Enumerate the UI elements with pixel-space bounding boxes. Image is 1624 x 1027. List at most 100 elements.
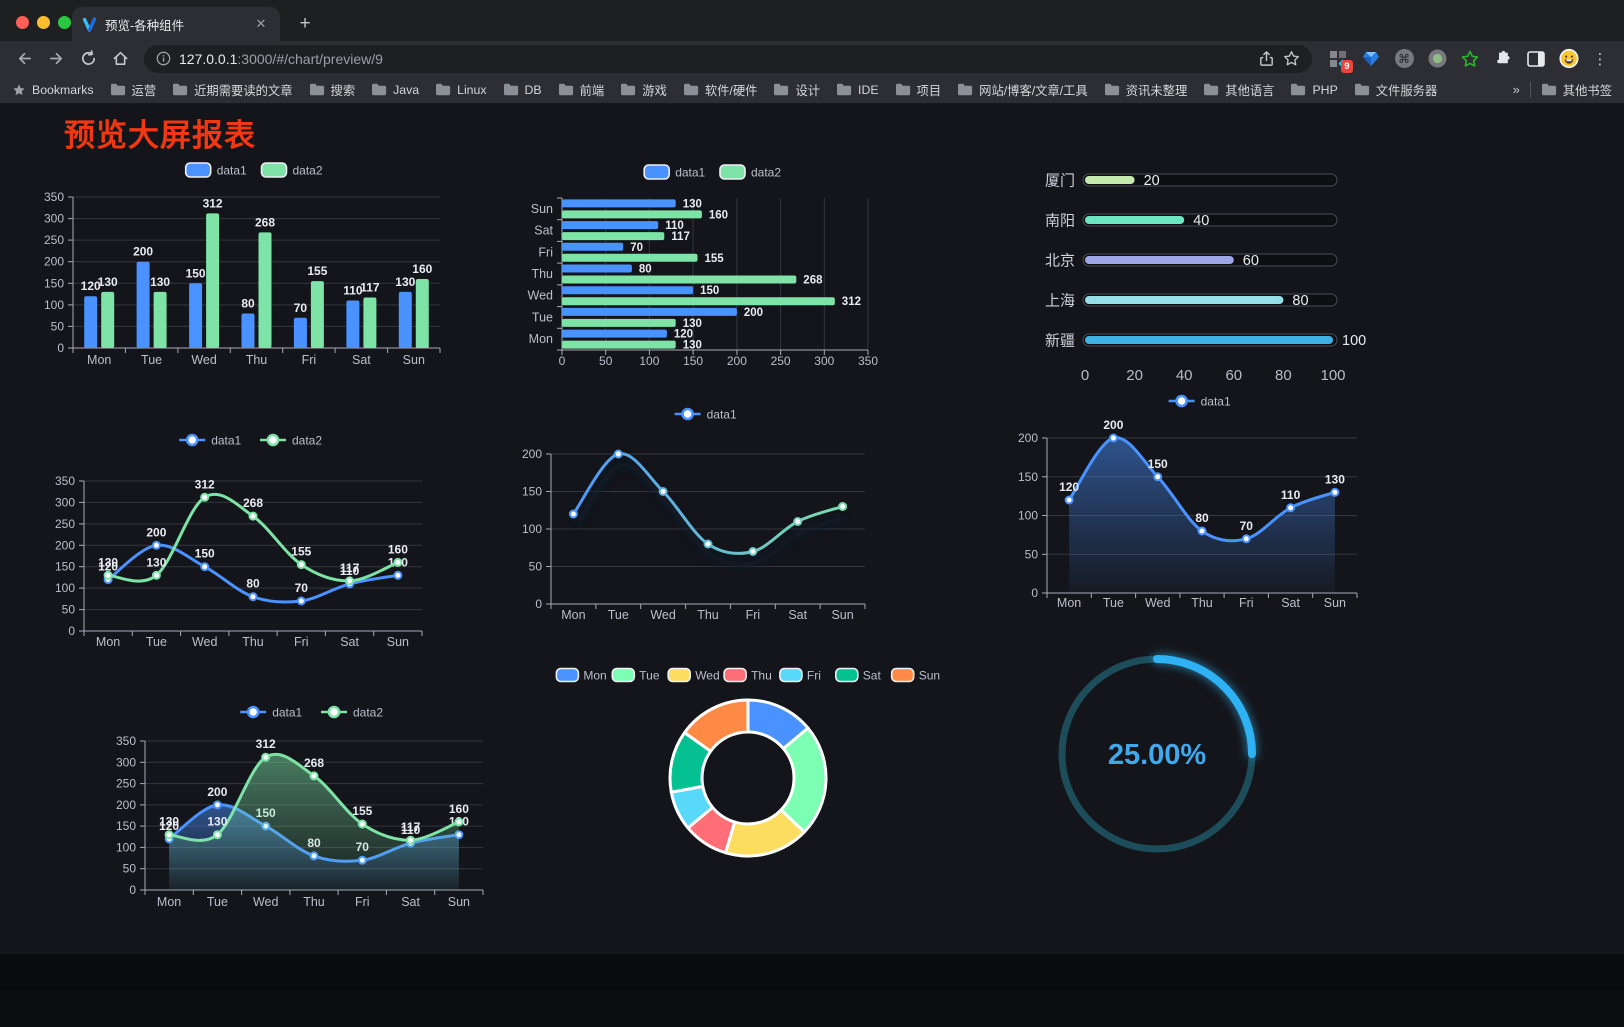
tab-strip: 预览-各种组件 ✕ + — [0, 0, 1624, 41]
minimize-window-button[interactable] — [37, 16, 50, 29]
bookmark-folder[interactable]: 其他语言 — [1203, 81, 1274, 99]
bookmark-folder[interactable]: 软件/硬件 — [683, 81, 758, 99]
extension-record-icon[interactable] — [1427, 49, 1447, 69]
legend-item-Sun[interactable]: Sun — [890, 667, 940, 683]
extension-command-icon[interactable]: ⌘ — [1394, 49, 1414, 69]
legend-item-data1[interactable]: data1 — [674, 407, 737, 421]
svg-text:Wed: Wed — [253, 895, 279, 909]
progress-row-上海[interactable]: 上海 80 — [1045, 293, 1338, 310]
page-info-icon[interactable] — [156, 51, 171, 66]
bookmark-star-icon[interactable] — [1283, 50, 1300, 67]
folder-icon — [503, 83, 518, 96]
share-icon[interactable] — [1258, 50, 1275, 67]
legend-item-data2[interactable]: data2 — [260, 433, 322, 447]
chart-line-area-two[interactable]: 0 50 100 150 200 250 300 350 Mon Tue Wed Thu Fri Sat S… — [100, 700, 495, 918]
forward-button[interactable] — [42, 45, 70, 73]
extension-grid-icon[interactable]: 9 — [1328, 49, 1353, 73]
bookmarks-root[interactable]: Bookmarks — [12, 83, 94, 97]
bookmark-folder[interactable]: 运营 — [110, 81, 156, 99]
bookmark-folder[interactable]: PHP — [1290, 83, 1338, 97]
svg-text:60: 60 — [1243, 253, 1259, 269]
svg-text:160: 160 — [388, 542, 408, 556]
new-tab-button[interactable]: + — [299, 13, 311, 34]
home-button[interactable] — [106, 45, 134, 73]
legend-item-Thu[interactable]: Thu — [723, 667, 772, 683]
svg-text:155: 155 — [307, 264, 327, 278]
bottom-strip — [0, 954, 1624, 990]
extension-gem-icon[interactable] — [1361, 49, 1381, 69]
chart-line-area-single[interactable]: 0 50 100 150 200 Mon Tue Wed Thu Fri Sat Sun 120 200 1… — [985, 387, 1375, 619]
progress-row-厦门[interactable]: 厦门 20 — [1045, 173, 1338, 190]
chart-line-two-series[interactable]: 0 50 100 150 200 250 300 350 Mon Tue Wed Thu Fri Sat S… — [44, 424, 434, 659]
bookmark-folder[interactable]: 搜索 — [309, 81, 356, 99]
sidebar-toggle-icon[interactable] — [1526, 49, 1546, 69]
bookmark-folder-label: 搜索 — [330, 83, 356, 98]
svg-text:Mon: Mon — [157, 895, 181, 909]
svg-text:100: 100 — [44, 298, 64, 312]
zoom-window-button[interactable] — [58, 16, 71, 29]
bookmark-folder[interactable]: DB — [503, 83, 542, 97]
reload-button[interactable] — [74, 45, 102, 73]
extension-star-icon[interactable] — [1460, 49, 1480, 69]
legend-item-data2[interactable]: data2 — [719, 164, 781, 180]
svg-text:117: 117 — [671, 231, 690, 243]
legend-item-Fri[interactable]: Fri — [779, 667, 821, 683]
legend-item-data2[interactable]: data2 — [260, 162, 323, 178]
folder-icon — [372, 83, 387, 96]
bookmark-folder[interactable]: IDE — [836, 83, 879, 97]
bookmark-folder[interactable]: 网站/博客/文章/工具 — [957, 81, 1088, 99]
legend-item-data1[interactable]: data1 — [179, 433, 242, 447]
profile-avatar[interactable] — [1559, 48, 1579, 69]
tab-close-icon[interactable]: ✕ — [255, 16, 267, 31]
close-window-button[interactable] — [16, 16, 29, 29]
pie-slice-Sun[interactable] — [683, 698, 750, 753]
chart-bar-grouped-horizontal[interactable]: data1 data2 0 50 100 150 200 250 300 350 Mon Tue Wed… — [505, 152, 885, 377]
chart-donut[interactable]: Mon Tue Wed Thu Fri Sat Sun — [555, 636, 941, 886]
bookmark-folder-label: 设计 — [795, 83, 821, 98]
bookmark-folder[interactable]: 资讯未整理 — [1104, 81, 1187, 99]
progress-row-新疆[interactable]: 新疆 100 — [1045, 333, 1366, 350]
legend-item-data1[interactable]: data1 — [1168, 394, 1231, 408]
legend-item-Sat[interactable]: Sat — [834, 667, 882, 683]
legend-item-data1[interactable]: data1 — [643, 164, 706, 180]
bookmark-folder[interactable]: 项目 — [895, 81, 941, 99]
back-button[interactable] — [10, 45, 38, 73]
address-bar[interactable]: 127.0.0.1:3000/#/chart/preview/9 — [144, 44, 1312, 73]
bookmark-folder[interactable]: 游戏 — [620, 81, 667, 99]
bookmark-folder[interactable]: 前端 — [558, 81, 604, 99]
legend-item-data1[interactable]: data1 — [240, 705, 303, 719]
bookmark-folder[interactable]: 文件服务器 — [1354, 81, 1437, 99]
legend-item-Wed[interactable]: Wed — [667, 667, 720, 683]
svg-text:155: 155 — [291, 545, 311, 559]
svg-text:Sun: Sun — [919, 668, 940, 682]
browser-menu-button[interactable]: ⋮ — [1592, 50, 1608, 68]
svg-text:data2: data2 — [293, 163, 323, 177]
url-text[interactable]: 127.0.0.1:3000/#/chart/preview/9 — [179, 51, 383, 67]
legend-item-data1[interactable]: data1 — [184, 162, 247, 178]
svg-text:50: 50 — [599, 354, 613, 368]
chart-gauge[interactable]: 25.00% — [1040, 635, 1275, 877]
chart-bar-grouped-vertical[interactable]: data1 data2 0 50 100 150 200 250 300 350 Mon Tue Wed… — [40, 150, 460, 375]
other-bookmarks-folder[interactable]: 其他书签 — [1541, 81, 1612, 99]
chart-progress-bars[interactable]: 厦门 20 南阳 40 北京 60 上海 80 新疆 100 0 20 40 60 80 100 — [985, 156, 1371, 394]
bookmark-folder[interactable]: 设计 — [773, 81, 820, 99]
browser-tab[interactable]: 预览-各种组件 ✕ — [72, 7, 280, 41]
bookmark-folder[interactable]: Linux — [435, 83, 487, 97]
progress-row-北京[interactable]: 北京 60 — [1045, 253, 1338, 270]
svg-text:Sun: Sun — [831, 608, 853, 622]
bookmarks-overflow-button[interactable]: » — [1512, 82, 1520, 97]
svg-text:80: 80 — [1195, 511, 1209, 525]
svg-text:268: 268 — [803, 275, 823, 287]
legend-item-data2[interactable]: data2 — [321, 705, 383, 719]
svg-text:Sun: Sun — [403, 353, 425, 367]
svg-text:50: 50 — [1025, 547, 1039, 561]
legend-item-Mon[interactable]: Mon — [555, 667, 607, 683]
bookmark-folder[interactable]: 近期需要读的文章 — [172, 81, 293, 99]
chart-line-gradient[interactable]: 0 50 100 150 200 Mon Tue Wed Thu Fri Sat Sun data1 — [503, 400, 873, 632]
svg-text:Thu: Thu — [697, 608, 719, 622]
extensions-puzzle-icon[interactable] — [1493, 49, 1513, 69]
bookmark-folder-label: 软件/硬件 — [704, 83, 758, 98]
bookmark-folder[interactable]: Java — [371, 83, 419, 97]
legend-item-Tue[interactable]: Tue — [611, 667, 660, 683]
progress-row-南阳[interactable]: 南阳 40 — [1045, 213, 1338, 230]
